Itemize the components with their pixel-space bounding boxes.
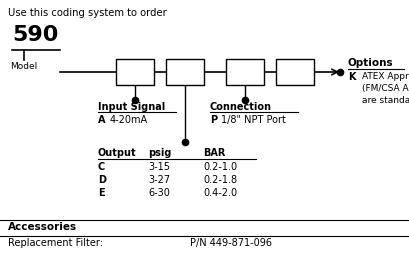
Text: Accessories: Accessories <box>8 222 77 232</box>
Text: K: K <box>348 72 355 82</box>
Text: 0.2-1.0: 0.2-1.0 <box>203 162 237 172</box>
Bar <box>226 59 264 85</box>
Text: (FM/CSA Approvals: (FM/CSA Approvals <box>362 84 409 93</box>
Text: 6-30: 6-30 <box>148 188 170 198</box>
Text: BAR: BAR <box>203 148 225 158</box>
Bar <box>276 59 314 85</box>
Text: Input Signal: Input Signal <box>98 102 165 112</box>
Bar <box>166 59 204 85</box>
Text: psig: psig <box>148 148 171 158</box>
Text: Model: Model <box>10 62 37 71</box>
Text: ATEX Approval: ATEX Approval <box>362 72 409 81</box>
Text: 3-15: 3-15 <box>148 162 170 172</box>
Text: Output: Output <box>98 148 137 158</box>
Text: E: E <box>98 188 105 198</box>
Text: D: D <box>98 175 106 185</box>
Text: C: C <box>98 162 105 172</box>
Text: Use this coding system to order: Use this coding system to order <box>8 8 167 18</box>
Text: P: P <box>210 115 217 125</box>
Text: 4-20mA: 4-20mA <box>110 115 148 125</box>
Text: 1/8" NPT Port: 1/8" NPT Port <box>221 115 286 125</box>
Text: Replacement Filter:: Replacement Filter: <box>8 238 103 248</box>
Text: 3-27: 3-27 <box>148 175 170 185</box>
Text: Connection: Connection <box>210 102 272 112</box>
Text: are standard feature): are standard feature) <box>362 96 409 105</box>
Text: 590: 590 <box>12 25 58 45</box>
Text: 0.4-2.0: 0.4-2.0 <box>203 188 237 198</box>
Text: P/N 449-871-096: P/N 449-871-096 <box>190 238 272 248</box>
Text: 0.2-1.8: 0.2-1.8 <box>203 175 237 185</box>
Bar <box>116 59 154 85</box>
Text: A: A <box>98 115 106 125</box>
Text: Options: Options <box>348 58 393 68</box>
